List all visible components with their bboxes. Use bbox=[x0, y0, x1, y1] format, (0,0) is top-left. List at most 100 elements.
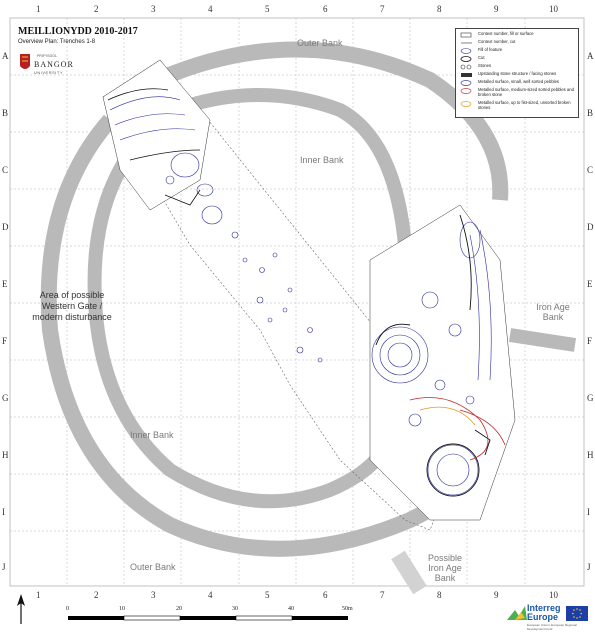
grid-col-9-bottom: 9 bbox=[494, 590, 499, 600]
grid-col-1-bottom: 1 bbox=[36, 590, 41, 600]
metalled-medium-icon bbox=[460, 88, 472, 94]
cut-icon bbox=[460, 56, 472, 62]
grid-col-7-bottom: 7 bbox=[380, 590, 385, 600]
scale-tick-20: 20 bbox=[176, 606, 182, 612]
label-outer-bank-top: Outer Bank bbox=[297, 38, 343, 48]
grid-col-3-bottom: 3 bbox=[151, 590, 156, 600]
label-iron-age-bank-east: Iron Age Bank bbox=[528, 302, 578, 322]
context-fill-icon bbox=[460, 32, 472, 38]
grid-row-I-right: I bbox=[587, 507, 590, 517]
outer-bank-ring-west bbox=[40, 114, 451, 557]
label-western-gate-line-2: Western Gate / bbox=[41, 301, 103, 311]
legend-item-9: Metalled surface, up to fist-sized, unso… bbox=[478, 100, 571, 110]
label-possible-iron-age-bank-line-3: Bank bbox=[434, 573, 456, 583]
features-north bbox=[109, 96, 323, 363]
eu-flag-icon bbox=[566, 606, 588, 621]
grid-row-I: I bbox=[2, 507, 5, 517]
stones-icon bbox=[460, 64, 472, 70]
stone-structure-north bbox=[107, 88, 201, 206]
institution-name: BANGOR bbox=[34, 60, 74, 69]
interreg-line-1: Interreg bbox=[527, 603, 561, 613]
grid-col-8-bottom: 8 bbox=[437, 590, 442, 600]
label-western-gate-line-3: modern disturbance bbox=[32, 312, 112, 322]
interreg-logo-icon bbox=[507, 606, 527, 620]
grid-col-5-bottom: 5 bbox=[265, 590, 270, 600]
grid-row-B: B bbox=[2, 108, 9, 118]
grid-col-3: 3 bbox=[151, 4, 156, 14]
grid-row-F: F bbox=[2, 336, 8, 346]
grid-row-H: H bbox=[2, 450, 9, 460]
grid-row-F-right: F bbox=[587, 336, 593, 346]
legend-item-3: Fill of feature bbox=[478, 47, 503, 52]
metalled-large-icon bbox=[460, 101, 472, 107]
inner-bank-ring bbox=[172, 88, 412, 246]
grid-row-B-right: B bbox=[587, 108, 594, 118]
grid-col-5: 5 bbox=[265, 4, 270, 14]
grid-row-D-right: D bbox=[587, 222, 594, 232]
trench-east bbox=[369, 204, 516, 521]
grid-col-10: 10 bbox=[549, 4, 558, 14]
map-title: MEILLIONYDD 2010-2017 bbox=[18, 26, 138, 37]
map-subtitle: Overview Plan: Trenches 1-8 bbox=[18, 39, 96, 45]
metalled-small-icon bbox=[460, 80, 472, 86]
label-inner-bank-top: Inner Bank bbox=[300, 155, 344, 165]
label-outer-bank-bottom: Outer Bank bbox=[130, 562, 176, 572]
inner-bank-ring-west bbox=[87, 135, 386, 509]
grid-row-A: A bbox=[2, 51, 9, 61]
north-arrow-icon bbox=[17, 594, 25, 624]
scale-tick-10: 10 bbox=[119, 606, 125, 612]
grid-col-9: 9 bbox=[494, 4, 499, 14]
institution-sub: UNIVERSITY bbox=[34, 70, 64, 75]
scale-tick-50: 50m bbox=[342, 606, 353, 612]
map-legend: Context number, fill or surface Context … bbox=[455, 28, 579, 118]
grid-row-E-right: E bbox=[587, 279, 593, 289]
label-possible-iron-age-bank: Possible Iron Age Bank bbox=[420, 553, 470, 583]
grid-row-A-right: A bbox=[587, 51, 594, 61]
grid-row-D: D bbox=[2, 222, 9, 232]
label-inner-bank-bottom: Inner Bank bbox=[130, 430, 174, 440]
features-east bbox=[371, 221, 492, 496]
grid-col-7: 7 bbox=[380, 4, 385, 14]
legend-item-6: Upstanding stone structure / facing ston… bbox=[478, 71, 557, 76]
grid-row-J-right: J bbox=[587, 562, 591, 572]
grid-row-H-right: H bbox=[587, 450, 594, 460]
label-possible-iron-age-bank-line-1: Possible bbox=[427, 553, 463, 563]
grid-col-2: 2 bbox=[94, 4, 99, 14]
legend-item-7: Metalled surface, small, well sorted peb… bbox=[478, 79, 559, 84]
scale-bar bbox=[68, 615, 348, 621]
grid-col-10-bottom: 10 bbox=[549, 590, 558, 600]
grid-row-C: C bbox=[2, 165, 9, 175]
grid-row-E: E bbox=[2, 279, 8, 289]
legend-item-5: Stones bbox=[478, 63, 492, 68]
grid-row-C-right: C bbox=[587, 165, 594, 175]
iron-age-bank-east bbox=[508, 328, 577, 352]
legend-item-1: Context number, fill or surface bbox=[478, 31, 534, 36]
possible-iron-age-bank bbox=[391, 550, 427, 595]
interreg-sub: European Union | European Regional Devel… bbox=[527, 623, 577, 631]
legend-item-2: Context number, cut bbox=[478, 39, 516, 44]
label-western-gate-line-1: Area of possible bbox=[39, 290, 105, 300]
grid-col-6: 6 bbox=[323, 4, 328, 14]
stone-structure-east bbox=[375, 214, 491, 497]
grid-col-2-bottom: 2 bbox=[94, 590, 99, 600]
grid-row-G-right: G bbox=[587, 393, 594, 403]
label-iron-age-bank-east-line-2: Bank bbox=[542, 312, 564, 322]
scale-tick-0: 0 bbox=[66, 606, 69, 612]
scale-tick-30: 30 bbox=[232, 606, 238, 612]
context-cut-icon bbox=[461, 42, 472, 44]
grid-row-G: G bbox=[2, 393, 9, 403]
interreg-line-2: Europe bbox=[527, 612, 559, 622]
legend-item-8: Metalled surface, medium-sized sorted pe… bbox=[478, 87, 574, 97]
metalled-surfaces bbox=[409, 397, 506, 461]
label-possible-iron-age-bank-line-2: Iron Age bbox=[428, 563, 462, 573]
map-frame bbox=[9, 17, 585, 587]
legend-item-4: Cut bbox=[478, 55, 485, 60]
trench-north bbox=[102, 59, 211, 211]
grid-col-1: 1 bbox=[36, 4, 41, 14]
scale-tick-40: 40 bbox=[288, 606, 294, 612]
label-western-gate: Area of possible Western Gate / modern d… bbox=[26, 290, 118, 323]
stone-structure-icon bbox=[461, 73, 472, 77]
grid-col-6-bottom: 6 bbox=[323, 590, 328, 600]
